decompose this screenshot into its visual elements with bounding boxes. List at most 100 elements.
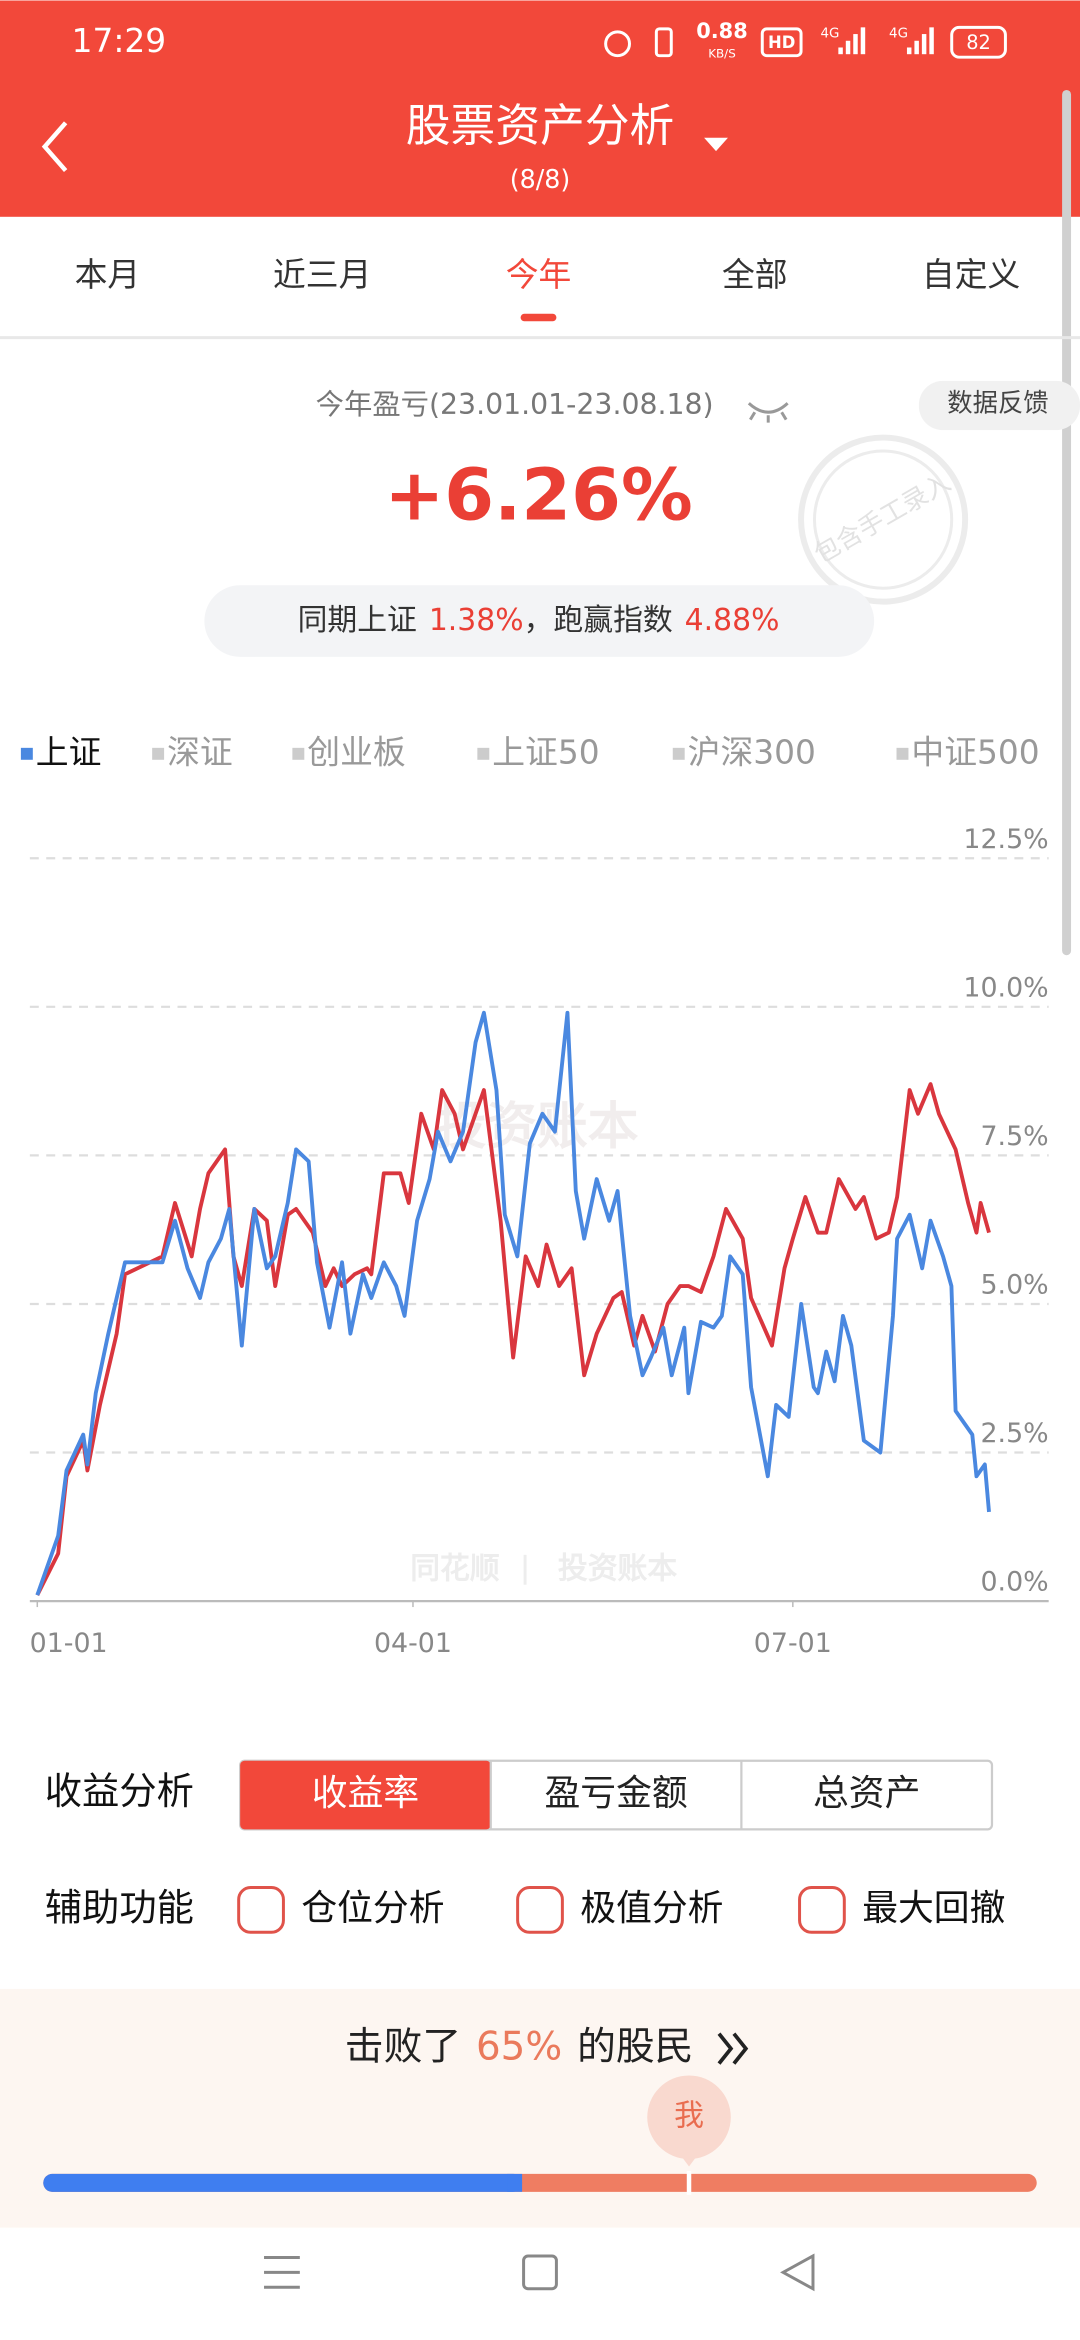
segment-active [240,1760,491,1830]
index-swatch [896,747,909,760]
rank-bar-blue [43,2173,523,2192]
y-tick-label: 10.0% [963,972,1048,1003]
checkbox-label[interactable]: 最大回撤 [862,1888,1005,1929]
analysis-label: 收益分析 [45,1769,194,1813]
signal-bar [845,40,851,55]
status-time: 17:29 [72,22,167,60]
index-swatch [672,747,685,760]
index-swatch [292,747,305,760]
signal-bar [860,27,866,55]
segment-option[interactable]: 盈亏金额 [544,1773,687,1814]
checkbox[interactable] [516,1886,564,1934]
segment-option[interactable]: 收益率 [312,1773,419,1814]
summary-label: 今年盈亏(23.01.01-23.08.18) [316,388,714,421]
period-tab[interactable]: 自定义 [922,256,1020,294]
x-tick-label: 01-01 [30,1628,108,1659]
scrollbar [1062,90,1072,956]
signal-bar [853,34,858,55]
hd-label: HD [768,33,795,52]
x-tick-label: 04-01 [374,1628,452,1659]
total-return: +6.26% [384,454,692,537]
page-subtitle: (8/8) [510,164,571,194]
signal-bar [838,47,843,55]
rank-line[interactable]: 击败了 65% 的股民 [345,2024,694,2069]
stamp-ring-inner [812,449,954,590]
rank-bar-blue-end [507,2173,523,2192]
alarm-icon [604,30,631,58]
signal-bar [914,40,919,55]
rank-notch [686,2170,692,2195]
nav-back[interactable] [780,2253,815,2292]
compare-line: 同期上证 1.38%，跑赢指数 4.88% [298,603,780,638]
stamp-ring [798,434,969,605]
back-button[interactable] [41,121,68,173]
index-swatch [477,747,490,760]
net-speed: 0.88 [696,19,748,43]
nav-home[interactable] [522,2254,558,2291]
index-tab[interactable]: 中证500 [911,733,1039,771]
rank-suffix: 的股民 [577,2024,693,2069]
watermark-brand: 同花顺 [410,1551,500,1586]
period-tab[interactable]: 近三月 [273,256,371,294]
rank-marker-bubble [647,2075,731,2160]
battery-level: 82 [966,31,991,54]
feedback-button[interactable]: 数据反馈 [947,388,1048,418]
checkbox[interactable] [237,1886,285,1934]
battery-box [950,25,1007,59]
nav-menu[interactable] [264,2255,300,2289]
header-bg [0,0,1080,217]
network-label: 4G [889,26,908,41]
watermark-product: 投资账本 [558,1551,677,1586]
net-speed-unit: KB/S [708,47,736,61]
y-tick-label: 0.0% [980,1567,1048,1598]
feedback-pill[interactable] [918,380,1080,431]
period-tab[interactable]: 今年 [506,256,572,294]
network-label: 4G [820,26,839,41]
rank-marker-tail [680,2154,698,2167]
rank-chevron[interactable] [717,2032,749,2065]
page-title: 股票资产分析 [406,99,675,152]
checkbox-label[interactable]: 极值分析 [580,1888,723,1929]
checkbox-label[interactable]: 仓位分析 [301,1888,444,1929]
tab-indicator [520,313,557,322]
index-tab[interactable]: 上证50 [492,733,599,771]
stamp-text: 包含手工录入 [809,467,956,569]
signal-bar [921,34,927,55]
x-tick-label: 07-01 [754,1628,832,1659]
compare-label: 同期上证 [298,603,417,638]
beat-value: 4.88% [685,603,780,638]
compare-pill [204,585,875,657]
eye-toggle[interactable] [747,402,789,423]
segment-option[interactable]: 总资产 [813,1773,920,1814]
rank-value: 65% [476,2024,562,2069]
index-tab[interactable]: 深证 [167,733,233,771]
legend-swatch [20,747,33,760]
separator: ， [524,603,554,638]
legend-entry[interactable]: 上证 [36,733,102,771]
checkbox[interactable] [798,1886,846,1934]
period-tab[interactable]: 本月 [75,256,141,294]
series-line [35,1082,991,1597]
aux-label: 辅助功能 [45,1885,194,1929]
y-tick-label: 5.0% [980,1270,1048,1301]
index-return: 1.38% [429,603,524,638]
index-tab[interactable]: 沪深300 [688,733,816,771]
signal-bar [929,27,934,55]
rank-marker: 我 [674,2099,704,2134]
dropdown-arrow[interactable] [704,137,728,152]
index-swatch [152,747,165,760]
index-tab[interactable]: 创业板 [307,733,405,771]
vibrate-icon [654,27,673,58]
y-tick-label: 12.5% [963,824,1048,855]
period-tab[interactable]: 全部 [722,256,788,294]
y-tick-label: 2.5% [980,1418,1048,1449]
series-line [35,1010,991,1596]
rank-prefix: 击败了 [345,2024,461,2069]
beat-label: 跑赢指数 [553,603,672,638]
y-tick-label: 7.5% [980,1121,1048,1152]
signal-bar [906,47,912,55]
nav-bar [264,2253,815,2292]
hd-box [760,27,803,58]
